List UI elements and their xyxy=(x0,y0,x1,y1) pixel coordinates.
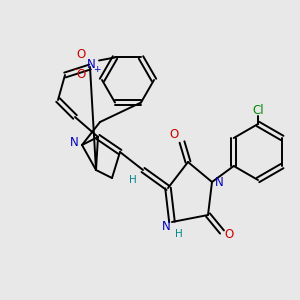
Text: O: O xyxy=(76,48,85,61)
Text: O: O xyxy=(224,227,234,241)
Text: H: H xyxy=(175,229,183,239)
Text: +: + xyxy=(93,65,101,74)
Text: O: O xyxy=(169,128,178,140)
Text: O: O xyxy=(76,68,85,81)
Text: N: N xyxy=(70,136,78,148)
Text: Cl: Cl xyxy=(252,103,264,116)
Text: H: H xyxy=(129,175,137,185)
Text: N: N xyxy=(214,176,224,188)
Text: N: N xyxy=(87,58,95,71)
Text: N: N xyxy=(162,220,170,233)
Text: -: - xyxy=(73,64,77,74)
